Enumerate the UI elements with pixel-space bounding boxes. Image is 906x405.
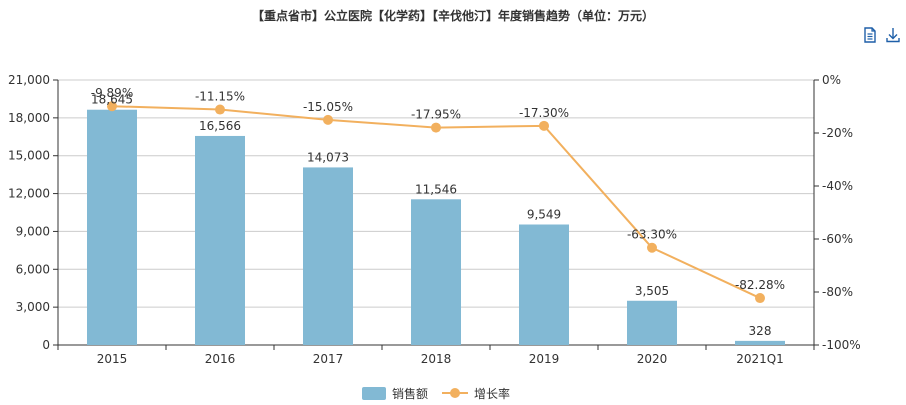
growth-point — [431, 122, 441, 133]
x-tick-label: 2019 — [529, 352, 560, 366]
document-icon[interactable] — [861, 26, 879, 44]
bar-data-label: 328 — [749, 324, 772, 338]
bar — [519, 224, 569, 345]
y-right-tick-label: -60% — [822, 232, 853, 246]
growth-data-label: -17.30% — [519, 106, 569, 120]
y-left-tick-label: 21,000 — [8, 73, 50, 87]
bar-data-label: 11,546 — [415, 182, 457, 196]
bar-data-label: 14,073 — [307, 150, 349, 164]
growth-point — [539, 120, 549, 131]
growth-point — [215, 104, 225, 115]
bar-data-label: 3,505 — [635, 284, 669, 298]
y-left-tick-label: 3,000 — [16, 300, 50, 314]
bar — [303, 167, 353, 345]
bar — [87, 109, 137, 345]
growth-data-label: -63.30% — [627, 228, 677, 242]
legend-line-swatch — [442, 386, 468, 400]
legend-label-sales: 销售额 — [392, 386, 429, 401]
growth-data-label: -11.15% — [195, 90, 245, 104]
y-right-tick-label: -40% — [822, 179, 853, 193]
x-tick-label: 2021Q1 — [736, 352, 784, 366]
growth-point — [755, 293, 765, 304]
chart-title: 【重点省市】公立医院【化学药】【辛伐他汀】年度销售趋势（单位：万元） — [251, 9, 654, 23]
y-right-tick-label: -80% — [822, 285, 853, 299]
x-tick-label: 2017 — [313, 352, 344, 366]
bar-data-label: 16,566 — [199, 119, 241, 133]
y-left-tick-label: 6,000 — [16, 262, 50, 276]
bar-data-label: 9,549 — [527, 208, 561, 222]
legend-label-growth: 增长率 — [474, 386, 511, 401]
growth-data-label: -82.28% — [735, 278, 785, 292]
x-tick-label: 2018 — [421, 352, 452, 366]
bar-data-label: 18,645 — [91, 93, 133, 107]
y-left-tick-label: 15,000 — [8, 149, 50, 163]
growth-point — [647, 242, 657, 253]
y-right-tick-label: 0% — [822, 73, 841, 87]
bar — [735, 340, 785, 345]
growth-data-label: -17.95% — [411, 108, 461, 122]
chart-plot-area: 0 3,000 6,000 9,000 12,000 15,000 18,000 21,000… — [8, 73, 861, 366]
bar — [195, 135, 245, 345]
y-left-tick-label: 12,000 — [8, 187, 50, 201]
y-right-tick-label: -20% — [822, 126, 853, 140]
y-left-tick-label: 0 — [42, 338, 50, 352]
x-tick-label: 2015 — [97, 352, 128, 366]
chart-legend: 销售额 增长率 — [0, 384, 906, 402]
download-icon[interactable] — [884, 26, 902, 44]
bar — [627, 300, 677, 345]
legend-item-growth[interactable]: 增长率 — [442, 384, 510, 402]
growth-point — [107, 101, 117, 112]
x-tick-label: 2016 — [205, 352, 236, 366]
legend-item-sales[interactable]: 销售额 — [362, 384, 428, 402]
growth-data-label: -9.89% — [91, 86, 133, 100]
growth-point — [323, 114, 333, 125]
y-left-tick-label: 9,000 — [16, 224, 50, 238]
x-tick-label: 2020 — [637, 352, 668, 366]
growth-data-label: -15.05% — [303, 100, 353, 114]
legend-bar-swatch — [362, 386, 386, 400]
y-right-tick-label: -100% — [822, 338, 861, 352]
y-left-tick-label: 18,000 — [8, 111, 50, 125]
bar — [411, 199, 461, 345]
